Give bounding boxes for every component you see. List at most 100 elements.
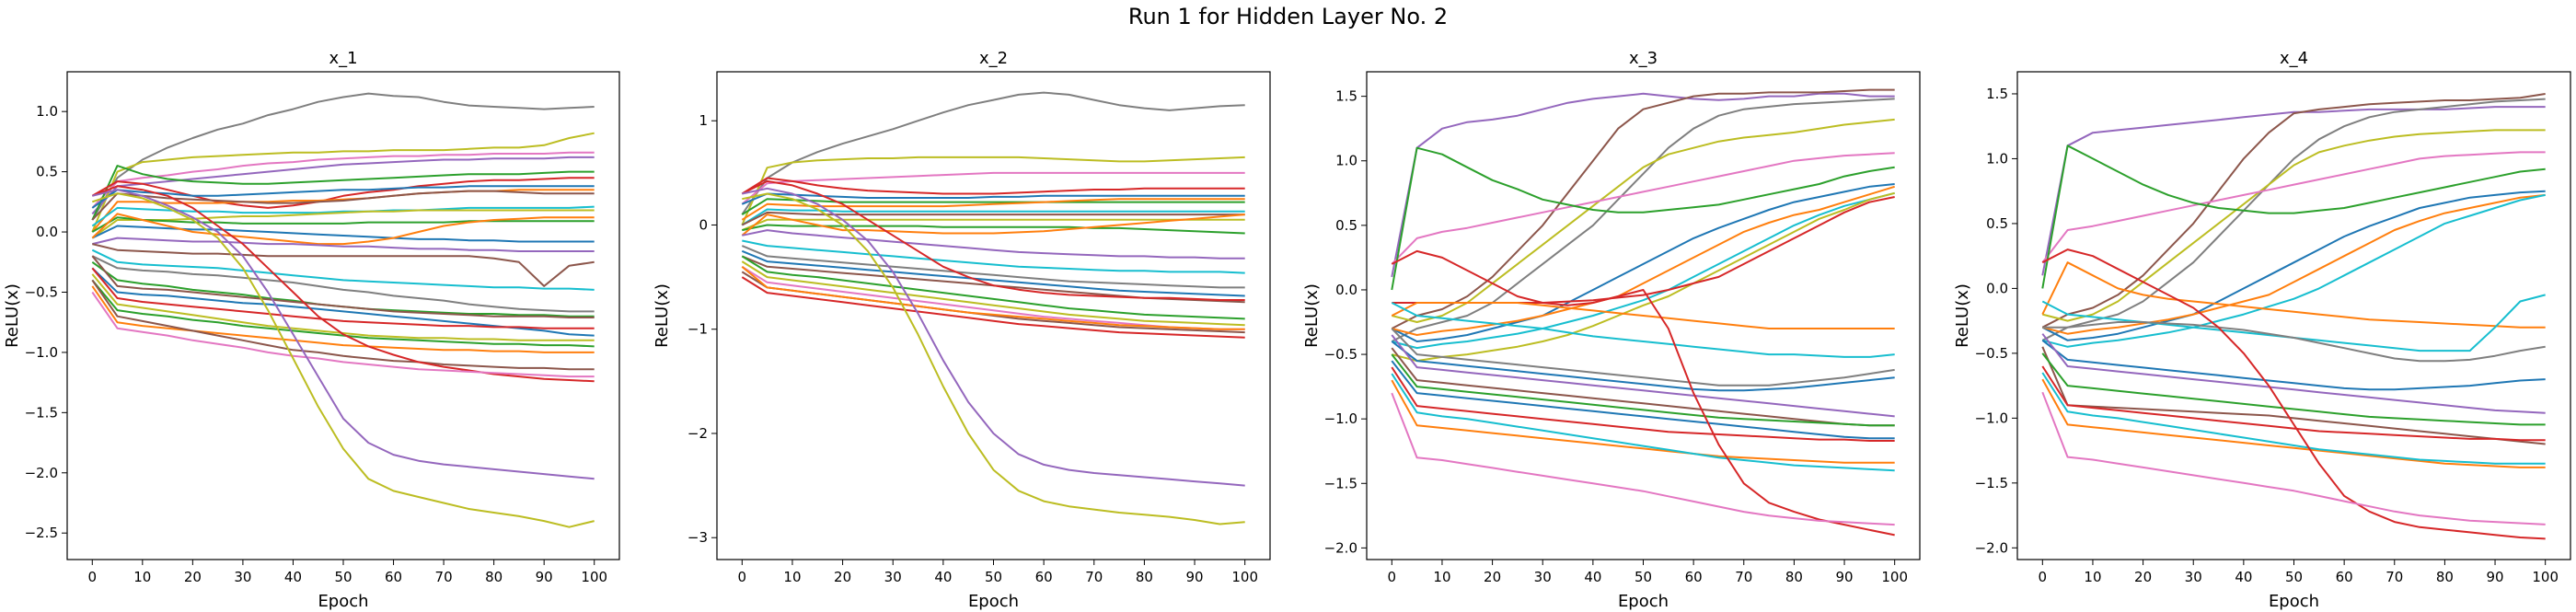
y-tick-label: −2.0 [1324,539,1357,556]
series-line-9 [741,211,1245,226]
y-tick-label: −1.5 [1324,475,1357,491]
x-tick-label: 90 [536,569,553,585]
series-line-11 [91,209,595,239]
series-line-2 [741,156,1245,225]
y-tick-label: −0.5 [1324,346,1357,363]
x-axis-label: Epoch [1618,592,1669,611]
series-line-20 [1391,366,1895,442]
series-line-9 [91,190,595,221]
series-line-5 [1391,152,1895,265]
y-axis-label: ReLU(x) [1302,283,1322,348]
y-axis-label: ReLU(x) [1953,283,1972,348]
series-line-16 [741,249,1245,297]
y-tick-label: 0.0 [36,224,58,240]
series-line-17 [2041,365,2546,442]
y-tick-label: −2.5 [25,525,58,541]
series-line-16 [92,243,595,287]
series-line-15 [741,245,1245,289]
x-axis-label: Epoch [2269,592,2319,611]
series-line-3 [2041,98,2546,341]
y-tick-label: −2 [687,425,708,442]
series-line-28 [91,291,595,378]
series-line-21 [1391,379,1895,464]
x-tick-label: 70 [1735,569,1752,585]
series-line-17 [741,255,1245,304]
series-line-12 [1391,302,1895,329]
y-tick-label: −1.5 [25,404,58,421]
series-line-20 [2041,248,2546,540]
series-line-7 [91,185,595,209]
series-line-8 [1392,185,1895,336]
y-tick-label: 1 [699,112,708,129]
series-line-10 [91,205,595,227]
x-tick-label: 90 [1185,569,1203,585]
series-line-1 [741,91,1245,215]
series-line-12 [2042,321,2546,363]
series-line-26 [742,192,1245,525]
subplot-title: x_1 [329,49,357,68]
series-line-2 [1391,88,1895,329]
subplot-title: x_2 [979,49,1008,68]
axes-frame [2016,71,2571,560]
y-tick-label: 1.5 [1986,86,2008,102]
x-tick-label: 0 [1388,569,1397,585]
x-tick-label: 70 [435,569,453,585]
x-tick-label: 40 [934,569,952,585]
y-tick-label: 1.0 [1986,150,2008,167]
y-tick-label: −0.5 [1975,345,2008,362]
x-axis-label: Epoch [318,592,368,611]
y-tick-label: −2.0 [1975,539,2008,556]
x-tick-label: 40 [284,569,302,585]
y-tick-label: −1.0 [25,344,58,361]
series-line-12 [91,216,595,233]
x-tick-label: 100 [1231,569,1258,585]
subplot-x3: 0 10 20 30 40 50 60 70 80 90 100 −2.0 −1.5 −1.0 −0.5 0.… [1302,49,1921,611]
series-line-22 [91,267,595,329]
y-tick-label: 1.0 [1335,153,1357,169]
series-line-6 [1391,146,1895,291]
x-tick-label: 90 [1835,569,1853,585]
series-line-1 [1391,92,1895,278]
series-line-16 [1391,334,1895,418]
series-line-10 [2041,261,2546,329]
y-tick-label: 0.5 [1335,217,1357,234]
series-line-5 [91,165,595,221]
series-line-29 [92,189,595,480]
series-line-8 [741,208,1245,226]
y-tick-label: −3 [687,529,708,546]
series-line-1 [91,92,595,221]
series-line-19 [741,255,1245,320]
series-line-20 [91,255,595,318]
y-axis-label: ReLU(x) [3,283,22,348]
y-tick-label: −1.0 [1324,410,1357,427]
y-axis-label: ReLU(x) [653,283,672,348]
y-tick-label: 0 [699,216,708,233]
series-line-11 [742,224,1245,235]
series-line-8 [91,189,595,233]
series-line-12 [741,214,1245,237]
series-line-7 [2041,190,2546,341]
series-line-6 [741,198,1245,215]
x-tick-label: 80 [2436,569,2454,585]
x-tick-label: 80 [485,569,502,585]
series-line-15 [2041,346,2546,445]
x-tick-label: 50 [2285,569,2303,585]
subplot-title: x_4 [2280,49,2308,68]
x-tick-label: 20 [184,569,202,585]
series-line-8 [2042,193,2546,335]
y-tick-label: −2.0 [25,465,58,481]
subplot-x1: 0 10 20 30 40 50 60 70 80 90 100 −2.5 −2.0 −1.5 −1.0 −0… [3,49,620,611]
series-line-3 [91,151,595,209]
series-line-23 [741,276,1245,339]
series-line-17 [91,248,595,291]
x-tick-label: 90 [2486,569,2503,585]
x-tick-label: 20 [1484,569,1501,585]
x-tick-label: 10 [133,569,151,585]
series-line-2 [91,132,595,233]
series-line-14 [1391,328,1895,387]
series-line-25 [91,285,595,353]
y-tick-label: −1.0 [1975,410,2008,426]
x-tick-label: 30 [884,569,902,585]
series-line-24 [741,266,1245,330]
